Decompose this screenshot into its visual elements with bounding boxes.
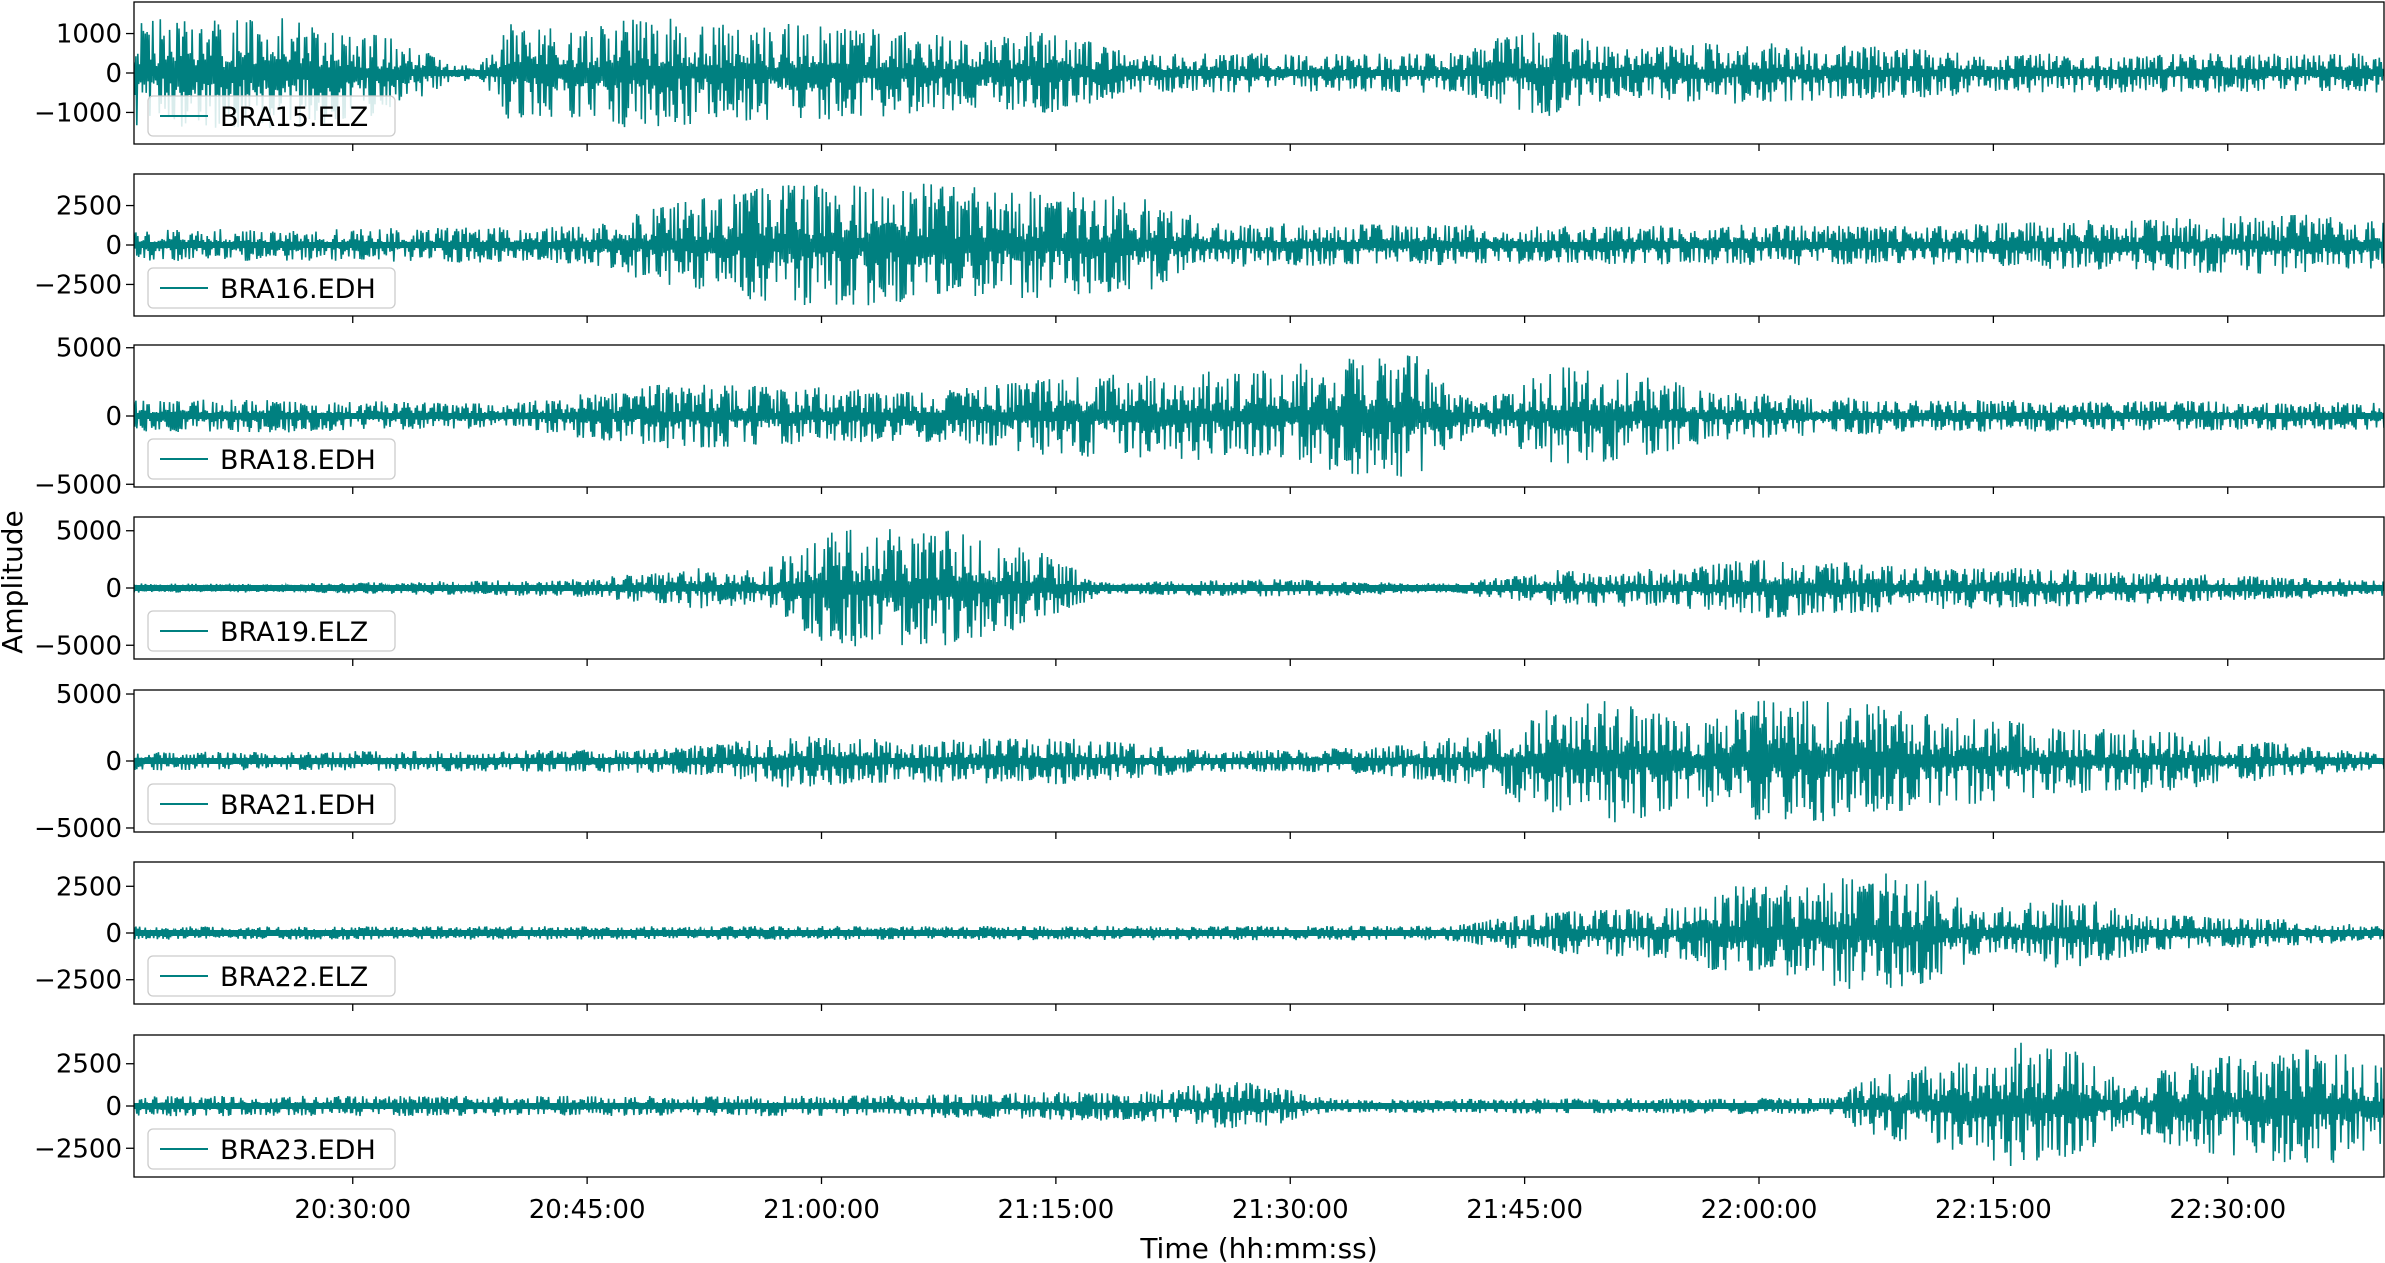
legend-label: BRA22.ELZ <box>220 962 368 993</box>
legend: BRA16.EDH <box>147 267 396 309</box>
legend: BRA15.ELZ <box>147 95 396 137</box>
x-axis-label: Time (hh:mm:ss) <box>1139 1232 1377 1263</box>
waveform-baseline <box>134 1103 2384 1109</box>
y-tick-label: 0 <box>105 574 122 604</box>
waveform-baseline <box>134 758 2384 764</box>
y-tick-label: 0 <box>105 1092 122 1122</box>
legend-box <box>147 438 396 480</box>
waveform-baseline <box>134 242 2384 248</box>
y-tick-label: 0 <box>105 747 122 777</box>
x-tick-label: 21:00:00 <box>763 1195 880 1225</box>
y-axis-label: Amplitude <box>0 510 29 654</box>
y-tick-label: −5000 <box>34 814 122 844</box>
panel-bra19-elz: 5000 0 −5000 BRA19.ELZ <box>34 516 2385 666</box>
x-tick-label: 22:15:00 <box>1935 1195 2052 1225</box>
legend: BRA19.ELZ <box>147 610 396 652</box>
y-tick-label: 0 <box>105 402 122 432</box>
y-tick-label: 2500 <box>56 872 122 902</box>
y-tick-label: −5000 <box>34 470 122 500</box>
y-tick-label: −2500 <box>34 1134 122 1164</box>
legend-label: BRA19.ELZ <box>220 617 368 648</box>
legend-label: BRA16.EDH <box>220 274 376 305</box>
x-tick-label: 20:45:00 <box>529 1195 646 1225</box>
legend-box <box>147 267 396 309</box>
legend: BRA21.EDH <box>147 783 396 825</box>
y-tick-label: 1000 <box>56 20 122 50</box>
legend-box <box>147 783 396 825</box>
waveform-trace <box>134 355 2384 477</box>
panel-bra15-elz: 1000 0 −1000 BRA15.ELZ <box>34 1 2385 151</box>
y-tick-label: 0 <box>105 231 122 261</box>
x-tick-label: 20:30:00 <box>294 1195 411 1225</box>
waveform-trace <box>134 183 2384 306</box>
panel-bra16-edh: 2500 0 −2500 BRA16.EDH <box>34 173 2385 323</box>
panels-group: 1000 0 −1000 BRA15.ELZ 2500 0 −2500 BRA16.EDH 50… <box>34 1 2385 1184</box>
y-tick-label: 5000 <box>56 517 122 547</box>
legend-box <box>147 610 396 652</box>
y-tick-label: 5000 <box>56 680 122 710</box>
y-tick-label: 0 <box>105 919 122 949</box>
legend-label: BRA21.EDH <box>220 790 376 821</box>
y-tick-label: −1000 <box>34 98 122 128</box>
y-tick-label: −2500 <box>34 270 122 300</box>
y-tick-label: 2500 <box>56 1050 122 1080</box>
legend-box <box>147 95 396 137</box>
legend: BRA18.EDH <box>147 438 396 480</box>
panel-bra18-edh: 5000 0 −5000 BRA18.EDH <box>34 334 2385 500</box>
y-tick-label: 5000 <box>56 334 122 364</box>
x-tick-label: 21:15:00 <box>997 1195 1114 1225</box>
x-tick-label: 21:30:00 <box>1232 1195 1349 1225</box>
legend-box <box>147 955 396 997</box>
waveform-baseline <box>134 413 2384 419</box>
panel-bra21-edh: 5000 0 −5000 BRA21.EDH <box>34 680 2385 844</box>
legend-box <box>147 1128 396 1170</box>
waveform-baseline <box>134 585 2384 591</box>
x-tick-label: 21:45:00 <box>1466 1195 1583 1225</box>
y-tick-label: 2500 <box>56 192 122 222</box>
panel-bra23-edh: 2500 0 −2500 BRA23.EDH <box>34 1034 2385 1184</box>
y-tick-label: 0 <box>105 59 122 89</box>
legend: BRA22.ELZ <box>147 955 396 997</box>
legend-label: BRA15.ELZ <box>220 102 368 133</box>
waveform-trace <box>134 18 2384 129</box>
legend-label: BRA18.EDH <box>220 445 376 476</box>
y-tick-label: −5000 <box>34 631 122 661</box>
x-tick-label: 22:00:00 <box>1701 1195 1818 1225</box>
waveform-baseline <box>134 930 2384 936</box>
y-tick-label: −2500 <box>34 966 122 996</box>
x-tick-label: 22:30:00 <box>2169 1195 2286 1225</box>
waveform-baseline <box>134 70 2384 76</box>
legend: BRA23.EDH <box>147 1128 396 1170</box>
x-axis: 20:30:00 20:45:00 21:00:00 21:15:00 21:30:00… <box>294 1195 2286 1225</box>
panel-bra22-elz: 2500 0 −2500 BRA22.ELZ <box>34 861 2385 1011</box>
legend-label: BRA23.EDH <box>220 1135 376 1166</box>
